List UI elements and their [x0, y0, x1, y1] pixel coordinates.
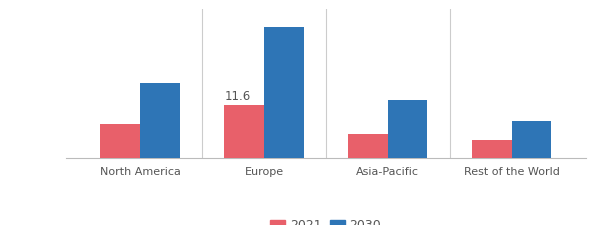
Legend: 2021, 2030: 2021, 2030	[266, 214, 386, 225]
Bar	[224, 105, 264, 158]
Bar	[512, 121, 551, 158]
Bar	[100, 124, 140, 158]
Bar	[472, 140, 512, 158]
Text: 11.6: 11.6	[225, 90, 251, 104]
Bar	[348, 134, 388, 158]
Bar	[140, 83, 180, 158]
Bar	[264, 27, 304, 158]
Bar	[388, 100, 428, 158]
